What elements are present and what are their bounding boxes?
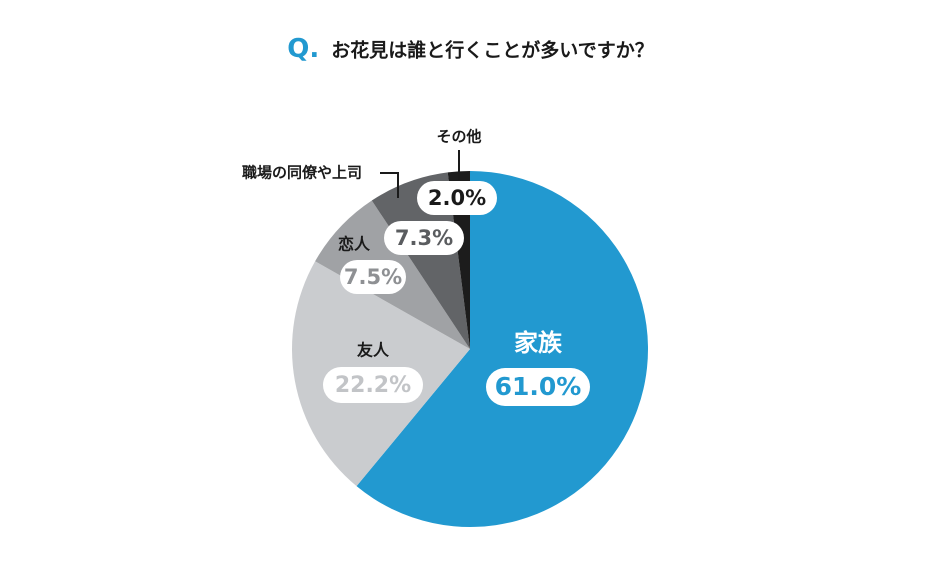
question-text: お花見は誰と行くことが多いですか？ (331, 39, 654, 62)
percent-pill (417, 181, 497, 215)
question-mark-prefix: Q. (287, 34, 320, 64)
slice-percent-label: 2.0% (428, 186, 486, 210)
percent-pill (486, 368, 590, 406)
leader-line (380, 172, 399, 198)
slice-category-label: その他 (436, 128, 481, 146)
slice-percent-label: 7.5% (344, 265, 402, 289)
pie-slice (371, 172, 470, 349)
slice-percent-label: 61.0% (495, 372, 582, 401)
slice-category-label: 職場の同僚や上司 (242, 164, 362, 182)
slice-percent-label: 7.3% (395, 226, 453, 250)
percent-pill (340, 260, 406, 294)
pie-slice (356, 171, 649, 528)
chart-title: Q. お花見は誰と行くことが多いですか？ (0, 34, 941, 64)
slice-category-label: 家族 (514, 329, 563, 357)
percent-pill (384, 221, 464, 255)
slice-percent-label: 22.2% (335, 373, 411, 398)
slice-category-label: 恋人 (338, 235, 371, 254)
percent-pill (323, 367, 423, 403)
slice-category-label: 友人 (357, 341, 390, 360)
pie-slice (447, 170, 470, 349)
